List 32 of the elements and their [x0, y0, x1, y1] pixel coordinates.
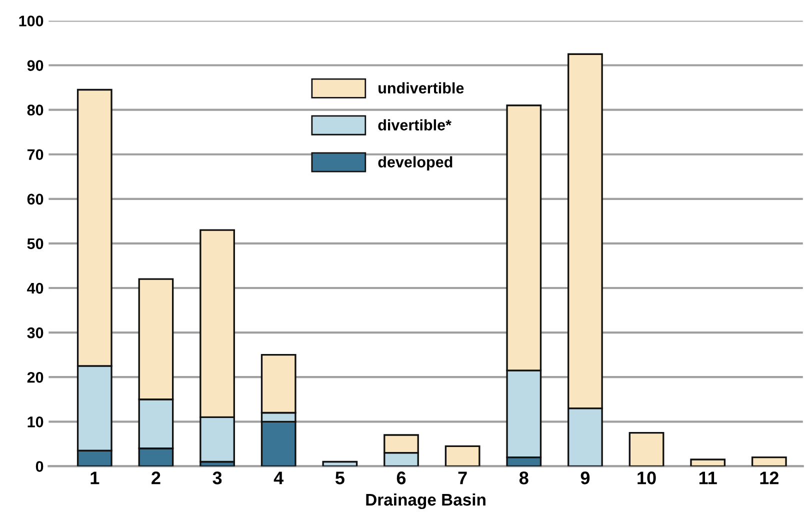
bar — [628, 432, 664, 466]
y-tick-label: 90 — [27, 60, 44, 71]
y-tick-label: 60 — [27, 194, 44, 205]
x-tick-label: 12 — [760, 472, 778, 484]
x-tick-label: 6 — [396, 472, 406, 484]
x-axis-title: Drainage Basin — [366, 493, 486, 510]
legend-label: developed — [378, 156, 452, 170]
x-tick-label: 2 — [152, 472, 160, 484]
bar — [444, 445, 480, 466]
x-tick-label: 3 — [212, 472, 222, 484]
y-tick-label: 50 — [27, 238, 44, 250]
legend-label: divertible* — [378, 119, 452, 130]
y-tick-label: 10 — [28, 416, 44, 428]
legend-label: undivertible — [378, 82, 464, 94]
x-tick-label: 4 — [274, 472, 284, 484]
y-tick-label: 100 — [19, 16, 44, 26]
bar — [690, 458, 726, 466]
y-tick-label: 30 — [27, 327, 44, 338]
y-tick-label: 70 — [27, 149, 44, 160]
x-tick-label: 11 — [699, 472, 717, 484]
y-tick-label: 0 — [36, 461, 44, 472]
x-tick-label: 8 — [519, 472, 528, 484]
x-tick-label: 5 — [335, 472, 344, 484]
x-tick-label: 9 — [580, 472, 590, 484]
bar — [322, 460, 358, 466]
y-tick-label: 40 — [27, 282, 44, 294]
x-tick-label: 7 — [458, 472, 467, 484]
bar — [751, 456, 787, 466]
x-tick-label: 10 — [638, 472, 656, 484]
y-tick-label: 80 — [27, 104, 44, 116]
y-tick-label: 20 — [27, 372, 44, 383]
x-tick-label: 1 — [90, 472, 100, 484]
